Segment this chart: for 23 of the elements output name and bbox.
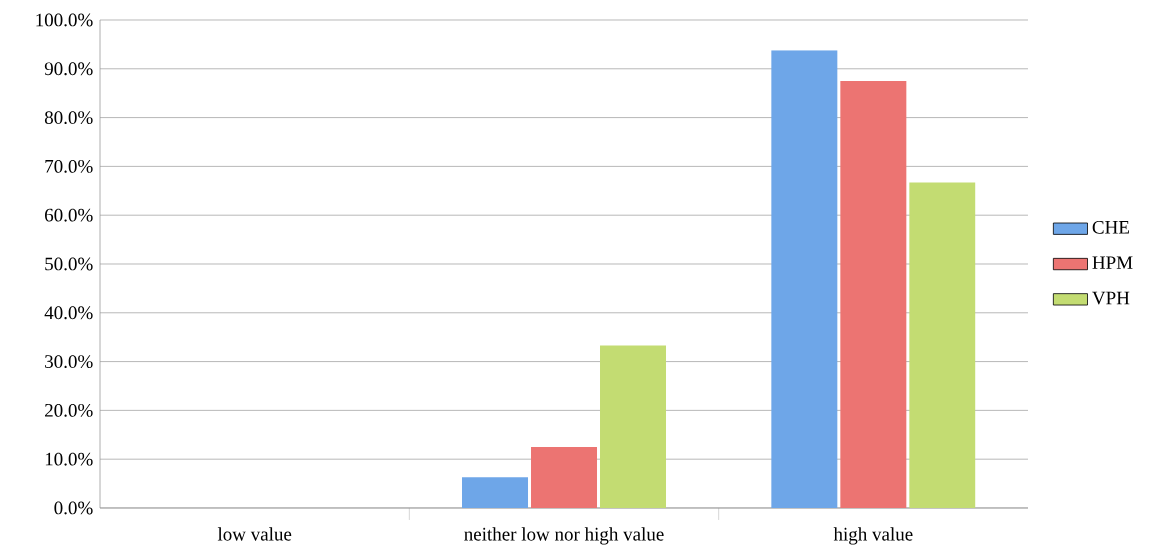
x-tick-label: low value — [217, 527, 292, 541]
x-tick-label: high value — [833, 527, 913, 545]
y-tick-label: 20.0% — [45, 403, 93, 417]
y-tick-label: 60.0% — [45, 208, 93, 222]
y-tick-label: 50.0% — [45, 257, 93, 271]
bar — [462, 477, 529, 508]
legend-label: HPM — [1092, 256, 1133, 269]
bar — [909, 182, 976, 508]
y-tick-label: 30.0% — [45, 355, 93, 369]
y-tick-label: 100.0% — [36, 13, 93, 27]
bar — [840, 80, 907, 508]
bar — [531, 446, 598, 508]
y-tick-label: 10.0% — [45, 452, 93, 466]
y-tick-label: 0.0% — [54, 501, 93, 515]
legend-label: VPH — [1092, 291, 1130, 305]
x-tick-label: neither low nor high value — [464, 527, 664, 545]
y-tick-label: 70.0% — [45, 159, 93, 173]
y-tick-label: 40.0% — [44, 306, 93, 320]
y-tick-label: 80.0% — [44, 111, 93, 125]
legend-label: CHE — [1092, 220, 1129, 234]
bar — [600, 345, 667, 508]
bar — [771, 50, 838, 508]
y-tick-label: 90.0% — [44, 62, 93, 76]
